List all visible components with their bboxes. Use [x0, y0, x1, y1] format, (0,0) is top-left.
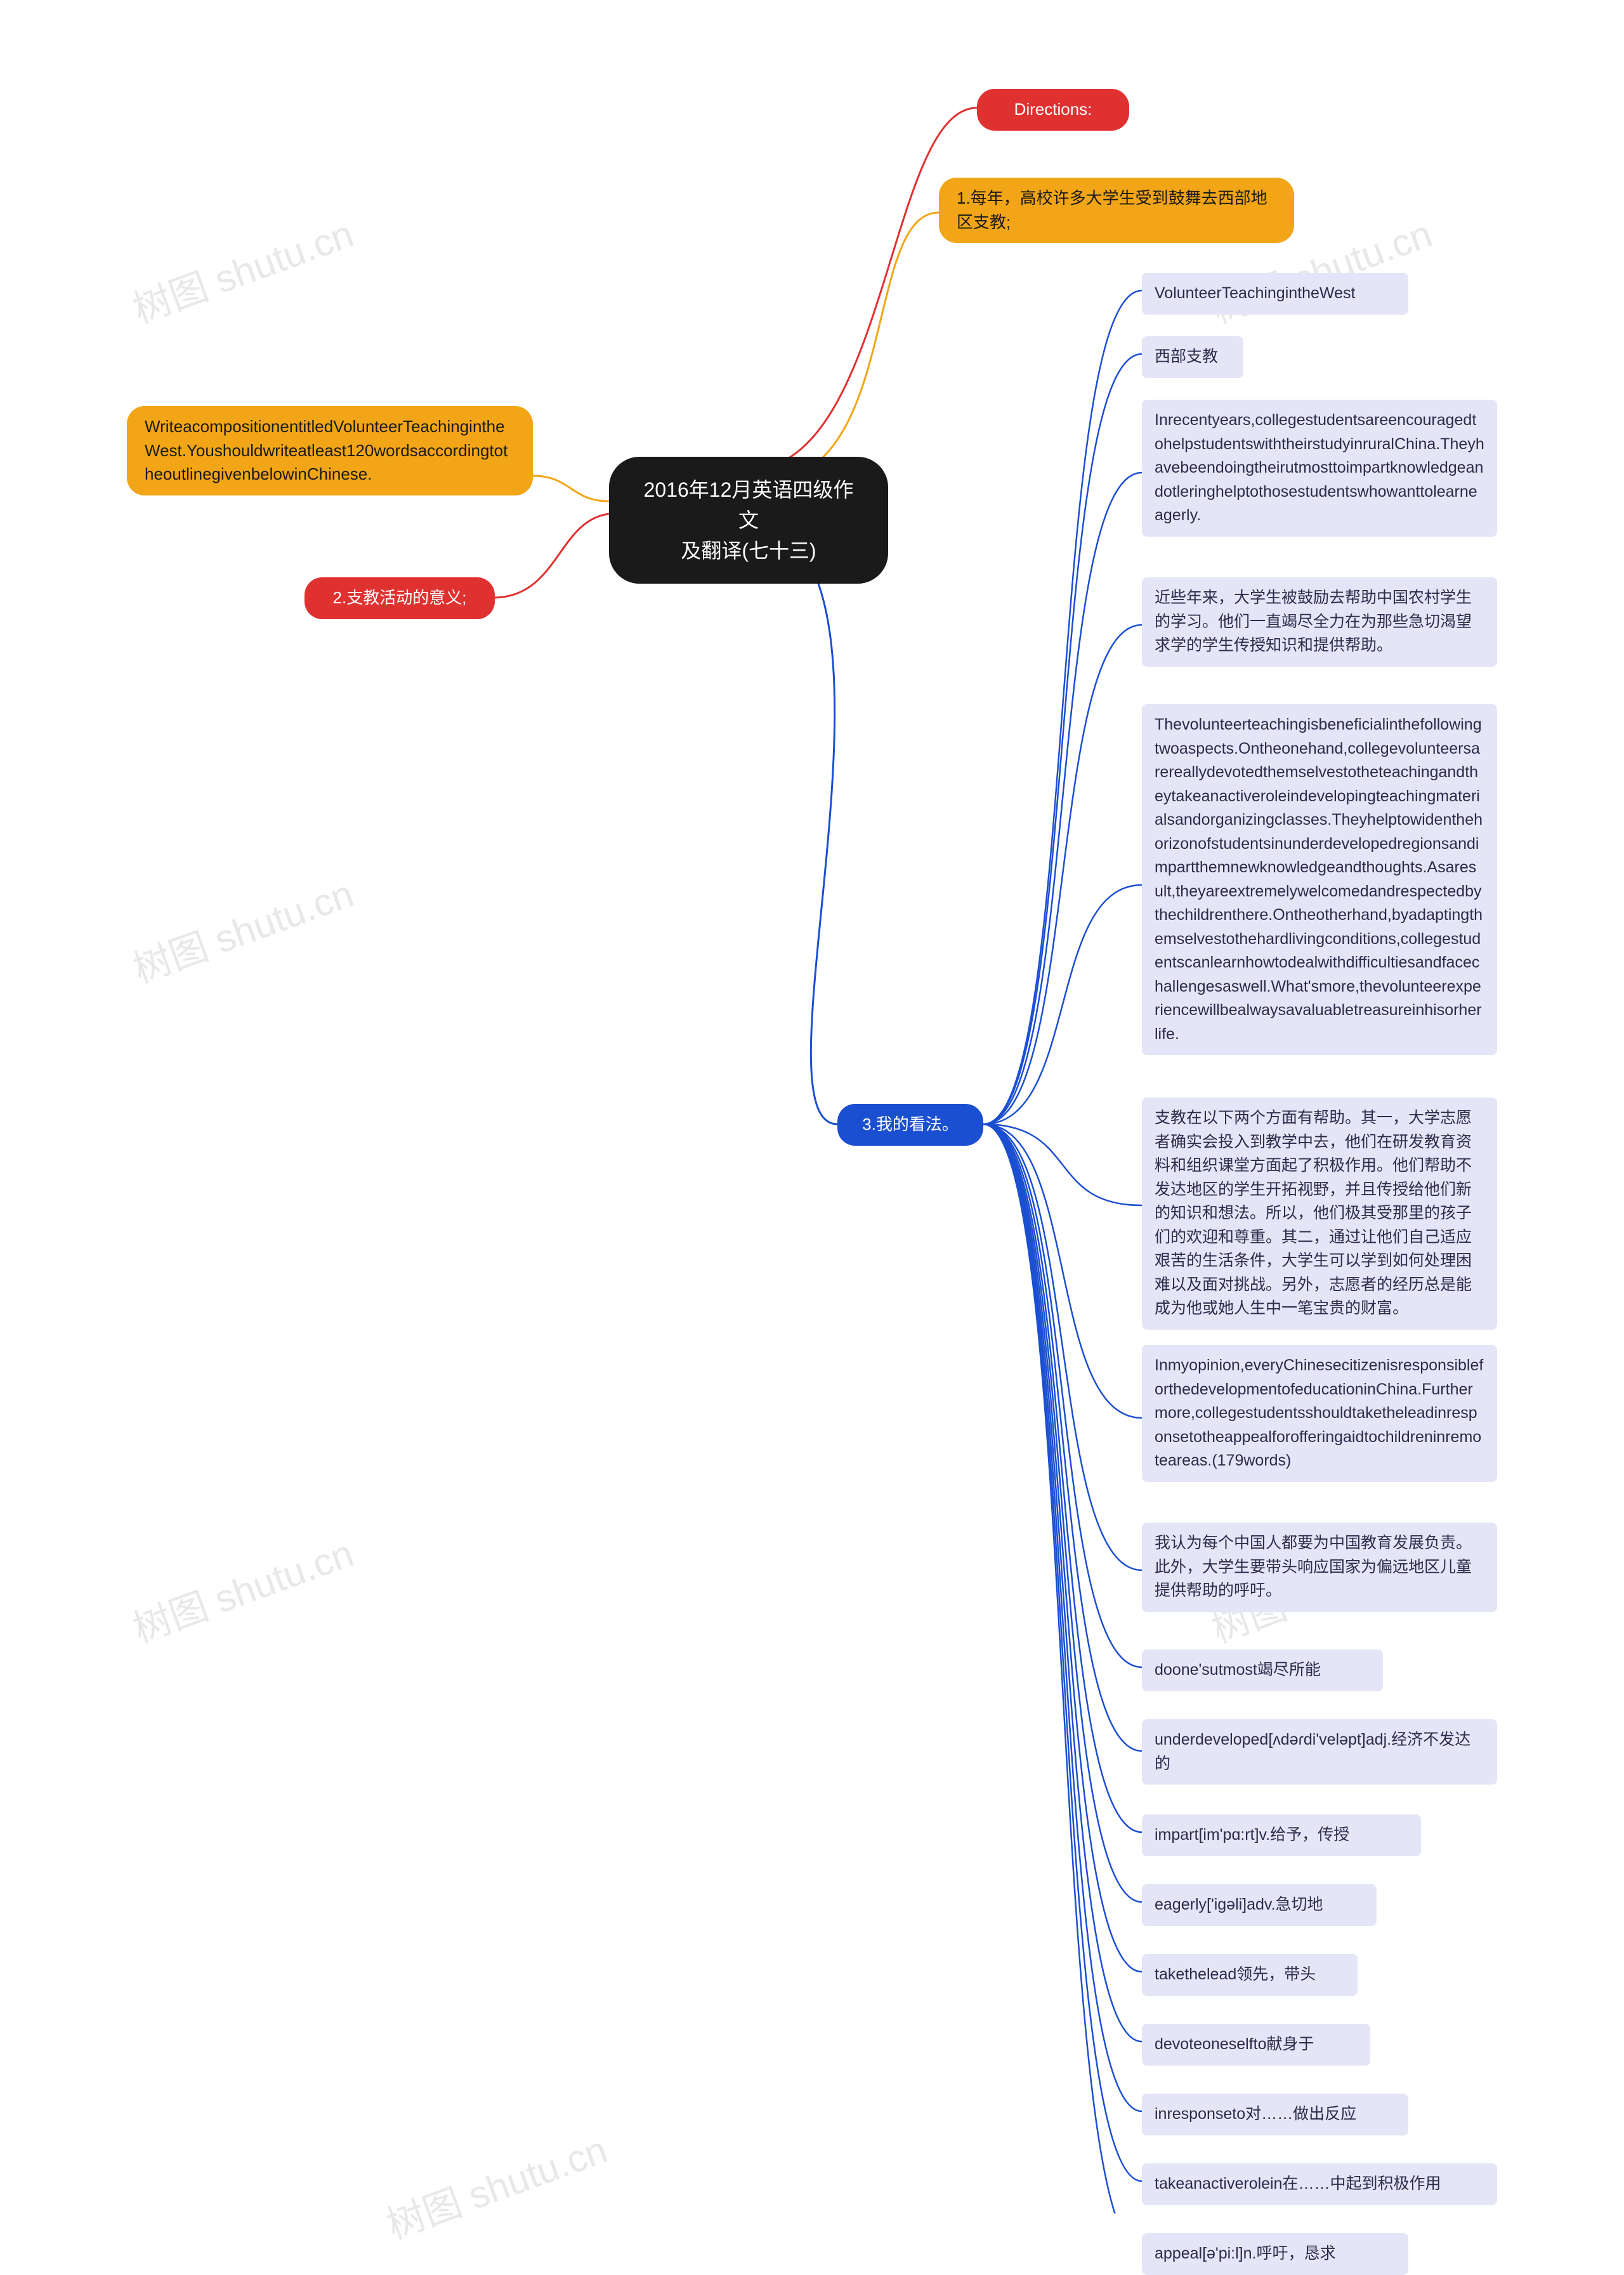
- center-node[interactable]: 2016年12月英语四级作文 及翻译(七十三): [609, 457, 888, 584]
- watermark: 树图 shutu.cn: [124, 863, 360, 993]
- leaf-node[interactable]: underdeveloped[ʌdəɾdi'veləpt]adj.经济不发达的: [1142, 1719, 1497, 1785]
- leaf-node[interactable]: Inrecentyears,collegestudentsareencourag…: [1142, 400, 1497, 537]
- leaf-node[interactable]: 西部支教: [1142, 336, 1243, 378]
- leaf-node[interactable]: 近些年来，大学生被鼓励去帮助中国农村学生的学习。他们一直竭尽全力在为那些急切渴望…: [1142, 577, 1497, 667]
- watermark: 树图 shutu.cn: [124, 1523, 360, 1653]
- leaf-node[interactable]: 支教在以下两个方面有帮助。其一，大学志愿者确实会投入到教学中去，他们在研发教育资…: [1142, 1098, 1497, 1330]
- leaf-node[interactable]: Thevolunteerteachingisbeneficialinthefol…: [1142, 704, 1497, 1055]
- watermark: 树图 shutu.cn: [124, 203, 360, 334]
- point3-node[interactable]: 3.我的看法。: [837, 1104, 983, 1146]
- watermark: 树图 shutu.cn: [378, 2119, 613, 2250]
- point2-node[interactable]: 2.支教活动的意义;: [304, 577, 495, 619]
- leaf-node[interactable]: devoteoneselfto献身于: [1142, 2024, 1370, 2066]
- writeprompt-node[interactable]: WriteacompositionentitledVolunteerTeachi…: [127, 406, 533, 495]
- leaf-node[interactable]: VolunteerTeachingintheWest: [1142, 273, 1408, 315]
- leaf-node[interactable]: inresponseto对……做出反应: [1142, 2094, 1408, 2135]
- leaf-node[interactable]: impart[im'pɑ:rt]v.给予，传授: [1142, 1814, 1421, 1856]
- leaf-node[interactable]: takethelead领先，带头: [1142, 1954, 1358, 1996]
- leaf-node[interactable]: doone'sutmost竭尽所能: [1142, 1649, 1383, 1691]
- directions-node[interactable]: Directions:: [977, 89, 1129, 131]
- leaf-node[interactable]: eagerly['igəli]adv.急切地: [1142, 1884, 1377, 1926]
- point1-node[interactable]: 1.每年，高校许多大学生受到鼓舞去西部地区支教;: [939, 178, 1294, 243]
- leaf-node[interactable]: appeal[ə'pi:l]n.呼吁，恳求: [1142, 2233, 1408, 2275]
- center-line1: 2016年12月英语四级作文: [644, 478, 854, 532]
- center-line2: 及翻译(七十三): [681, 539, 816, 562]
- leaf-node[interactable]: takeanactiverolein在……中起到积极作用: [1142, 2163, 1497, 2205]
- leaf-node[interactable]: 我认为每个中国人都要为中国教育发展负责。此外，大学生要带头响应国家为偏远地区儿童…: [1142, 1523, 1497, 1612]
- leaf-node[interactable]: Inmyopinion,everyChinesecitizenisrespons…: [1142, 1345, 1497, 1482]
